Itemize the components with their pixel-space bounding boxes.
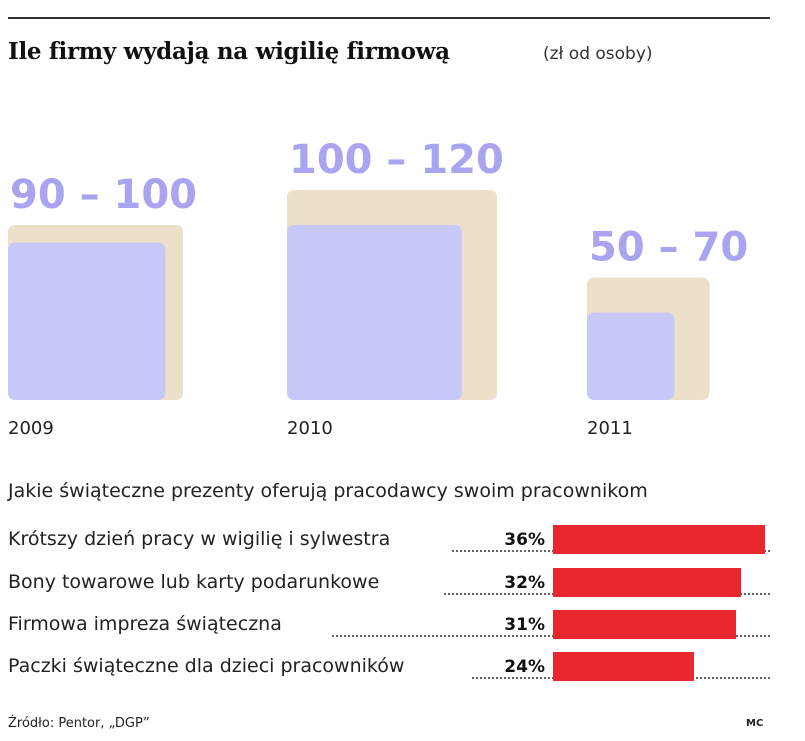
- range-label: 100 – 120: [289, 137, 504, 183]
- year-label: 2010: [287, 418, 333, 439]
- source-note: Źródło: Pentor, „DGP”: [8, 716, 150, 731]
- bar-category-label: Krótszy dzień pracy w wigilię i sylwestr…: [8, 528, 395, 550]
- range-min-square: [587, 312, 675, 400]
- gifts-chart-title: Jakie świąteczne prezenty oferują pracod…: [8, 480, 648, 502]
- spending-chart: 90 – 100 2009 100 – 120 2010 50 – 70 2011: [8, 137, 748, 439]
- bar: [553, 525, 765, 554]
- author-credit: MC: [746, 718, 764, 729]
- bar-row: Firmowa impreza świąteczna 31%: [0, 607, 790, 643]
- range-label: 50 – 70: [589, 225, 748, 271]
- bar: [553, 652, 694, 681]
- bar-value-label: 36%: [495, 530, 545, 550]
- bar-row: Paczki świąteczne dla dzieci pracowników…: [0, 649, 790, 685]
- bar-category-label: Firmowa impreza świąteczna: [8, 613, 286, 635]
- bar-value-label: 32%: [495, 573, 545, 593]
- chart-title: Ile firmy wydają na wigilię firmową: [8, 38, 450, 65]
- bar: [553, 610, 736, 639]
- unit-label: (zł od osoby): [543, 44, 653, 64]
- range-label: 90 – 100: [10, 172, 197, 218]
- bar-category-label: Bony towarowe lub karty podarunkowe: [8, 571, 384, 593]
- bar-value-label: 31%: [495, 615, 545, 635]
- range-min-square: [8, 242, 166, 400]
- bar-value-label: 24%: [495, 657, 545, 677]
- bar-row: Krótszy dzień pracy w wigilię i sylwestr…: [0, 522, 790, 558]
- bar-category-label: Paczki świąteczne dla dzieci pracowników: [8, 655, 409, 677]
- leader-dots: [332, 635, 770, 637]
- bar-row: Bony towarowe lub karty podarunkowe 32%: [0, 565, 790, 601]
- year-label: 2011: [587, 418, 633, 439]
- range-min-square: [287, 225, 462, 400]
- bar: [553, 568, 741, 597]
- year-label: 2009: [8, 418, 54, 439]
- top-rule: [8, 17, 770, 19]
